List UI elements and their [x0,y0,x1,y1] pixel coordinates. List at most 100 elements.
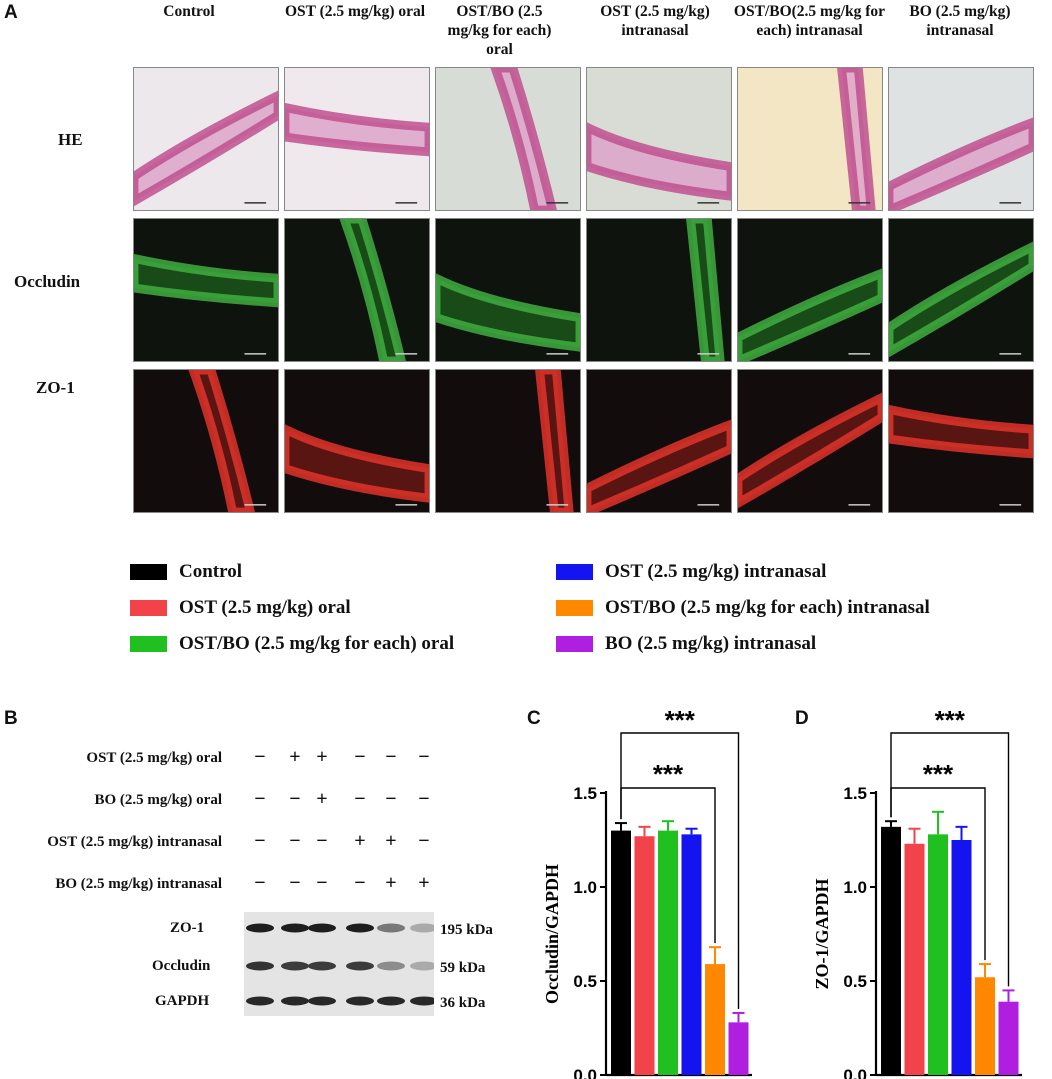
significance-label-1: *** [923,759,954,789]
legend-swatch [556,636,593,652]
treatment-label-3: OST (2.5 mg/kg) intranasal [47,834,222,850]
significance-label-1: *** [653,759,684,789]
bar-2 [904,843,925,1075]
micrograph-occludin-3 [435,218,581,362]
panel-letter-c: C [527,708,541,729]
legend-label: OST (2.5 mg/kg) oral [179,597,351,618]
row-label-zo1: ZO-1 [36,378,75,397]
significance-bracket-2 [620,732,740,1009]
y-tick-label: 0.0 [843,1066,867,1079]
significance-label-2: *** [665,705,696,735]
legend-swatch [556,564,593,580]
treatment-sign: − [385,746,397,768]
bar-6 [998,1001,1019,1075]
legend-label: Control [179,561,242,582]
treatment-sign: − [354,788,366,810]
western-blot-image [244,912,438,1016]
legend-swatch [130,600,167,616]
treatment-sign: − [254,830,266,852]
panel-letter-d: D [795,708,809,729]
micrograph-he-2 [284,67,430,211]
treatment-sign: − [316,872,328,894]
treatment-label-1: OST (2.5 mg/kg) oral [86,750,222,766]
legend-swatch [556,600,593,616]
micrograph-occludin-1 [133,218,279,362]
bar-3 [658,830,678,1075]
panel-letter-b: B [4,708,18,729]
panel-letter-a: A [4,2,18,23]
column-header-ost-bo-oral: OST/BO (2.5 mg/kg for each) oral [447,3,552,58]
significance-label-2: *** [935,705,966,735]
zo1-bar-chart: 0.0 0.5 1.0 1.5 ZO-1/GAPDH *** *** [812,705,1022,1079]
legend-swatch [130,636,167,652]
legend-item-6: BO (2.5 mg/kg) intranasal [556,632,816,656]
micrograph-he-5 [737,67,883,211]
y-tick-label: 1.0 [573,878,597,897]
column-header-control: Control [163,3,215,20]
y-tick-label: 0.5 [843,972,867,991]
treatment-sign: − [418,746,430,768]
legend-label: OST/BO (2.5 mg/kg for each) intranasal [605,597,930,618]
treatment-sign: + [316,746,328,768]
band-kda-3: 36 kDa [440,995,486,1011]
treatment-label-2: BO (2.5 mg/kg) oral [94,792,223,808]
y-tick-label: 0.0 [573,1066,597,1079]
bar-4 [951,840,972,1075]
micrograph-he-6 [888,67,1034,211]
treatment-label-4: BO (2.5 mg/kg) intranasal [55,876,222,892]
legend-label: OST (2.5 mg/kg) intranasal [605,561,827,582]
treatment-sign: − [289,788,301,810]
column-header-ost-oral: OST (2.5 mg/kg) oral [284,3,426,20]
y-tick-label: 1.0 [843,878,867,897]
treatment-sign: − [254,872,266,894]
bar-6 [728,1022,749,1075]
bar-4 [681,834,702,1075]
treatment-sign: − [418,788,430,810]
micrograph-occludin-4 [586,218,732,362]
legend-label: OST/BO (2.5 mg/kg for each) oral [179,633,455,654]
treatment-sign: + [385,830,397,852]
micrograph-zo1-2 [284,369,430,513]
treatment-sign: + [316,788,328,810]
significance-bracket-2 [890,732,1010,987]
treatment-sign: − [418,830,430,852]
micrograph-zo1-1 [133,369,279,513]
y-tick-label: 1.5 [843,784,867,803]
treatment-sign: − [316,830,328,852]
treatment-sign: − [254,746,266,768]
band-label-2: Occludin [152,958,211,974]
band-kda-2: 59 kDa [440,960,486,976]
micrograph-occludin-6 [888,218,1034,362]
bar-3 [928,834,948,1075]
column-header-ost-bo-intranasal: OST/BO(2.5 mg/kg for each) intranasal [733,3,886,39]
treatment-sign: + [418,872,430,894]
treatment-sign: + [385,872,397,894]
treatment-sign: − [354,746,366,768]
y-axis-label: Occludin/GAPDH [542,864,562,1004]
treatment-sign: − [354,872,366,894]
micrograph-zo1-6 [888,369,1034,513]
micrograph-zo1-3 [435,369,581,513]
column-header-ost-intranasal: OST (2.5 mg/kg) intranasal [600,3,710,39]
occludin-bar-chart: 0.0 0.5 1.0 1.5 Occludin/GAPDH *** *** [542,705,752,1079]
legend-item-2: OST (2.5 mg/kg) oral [130,596,351,620]
treatment-sign: + [289,746,301,768]
micrograph-occludin-2 [284,218,430,362]
treatment-sign: − [254,788,266,810]
legend-item-3: OST/BO (2.5 mg/kg for each) oral [130,632,454,656]
treatment-sign: − [289,830,301,852]
y-tick-label: 1.5 [573,784,597,803]
micrograph-zo1-5 [737,369,883,513]
treatment-sign: + [354,830,366,852]
micrograph-zo1-4 [586,369,732,513]
y-axis-label: ZO-1/GAPDH [812,879,832,990]
bar-5 [975,977,995,1075]
legend-item-1: Control [130,560,242,584]
treatment-sign: − [385,788,397,810]
bar-1 [611,830,631,1075]
treatment-sign: − [289,872,301,894]
legend-swatch [130,564,167,580]
legend-item-5: OST/BO (2.5 mg/kg for each) intranasal [556,596,930,620]
micrograph-he-3 [435,67,581,211]
column-header-bo-intranasal: BO (2.5 mg/kg) intranasal [909,3,1011,39]
